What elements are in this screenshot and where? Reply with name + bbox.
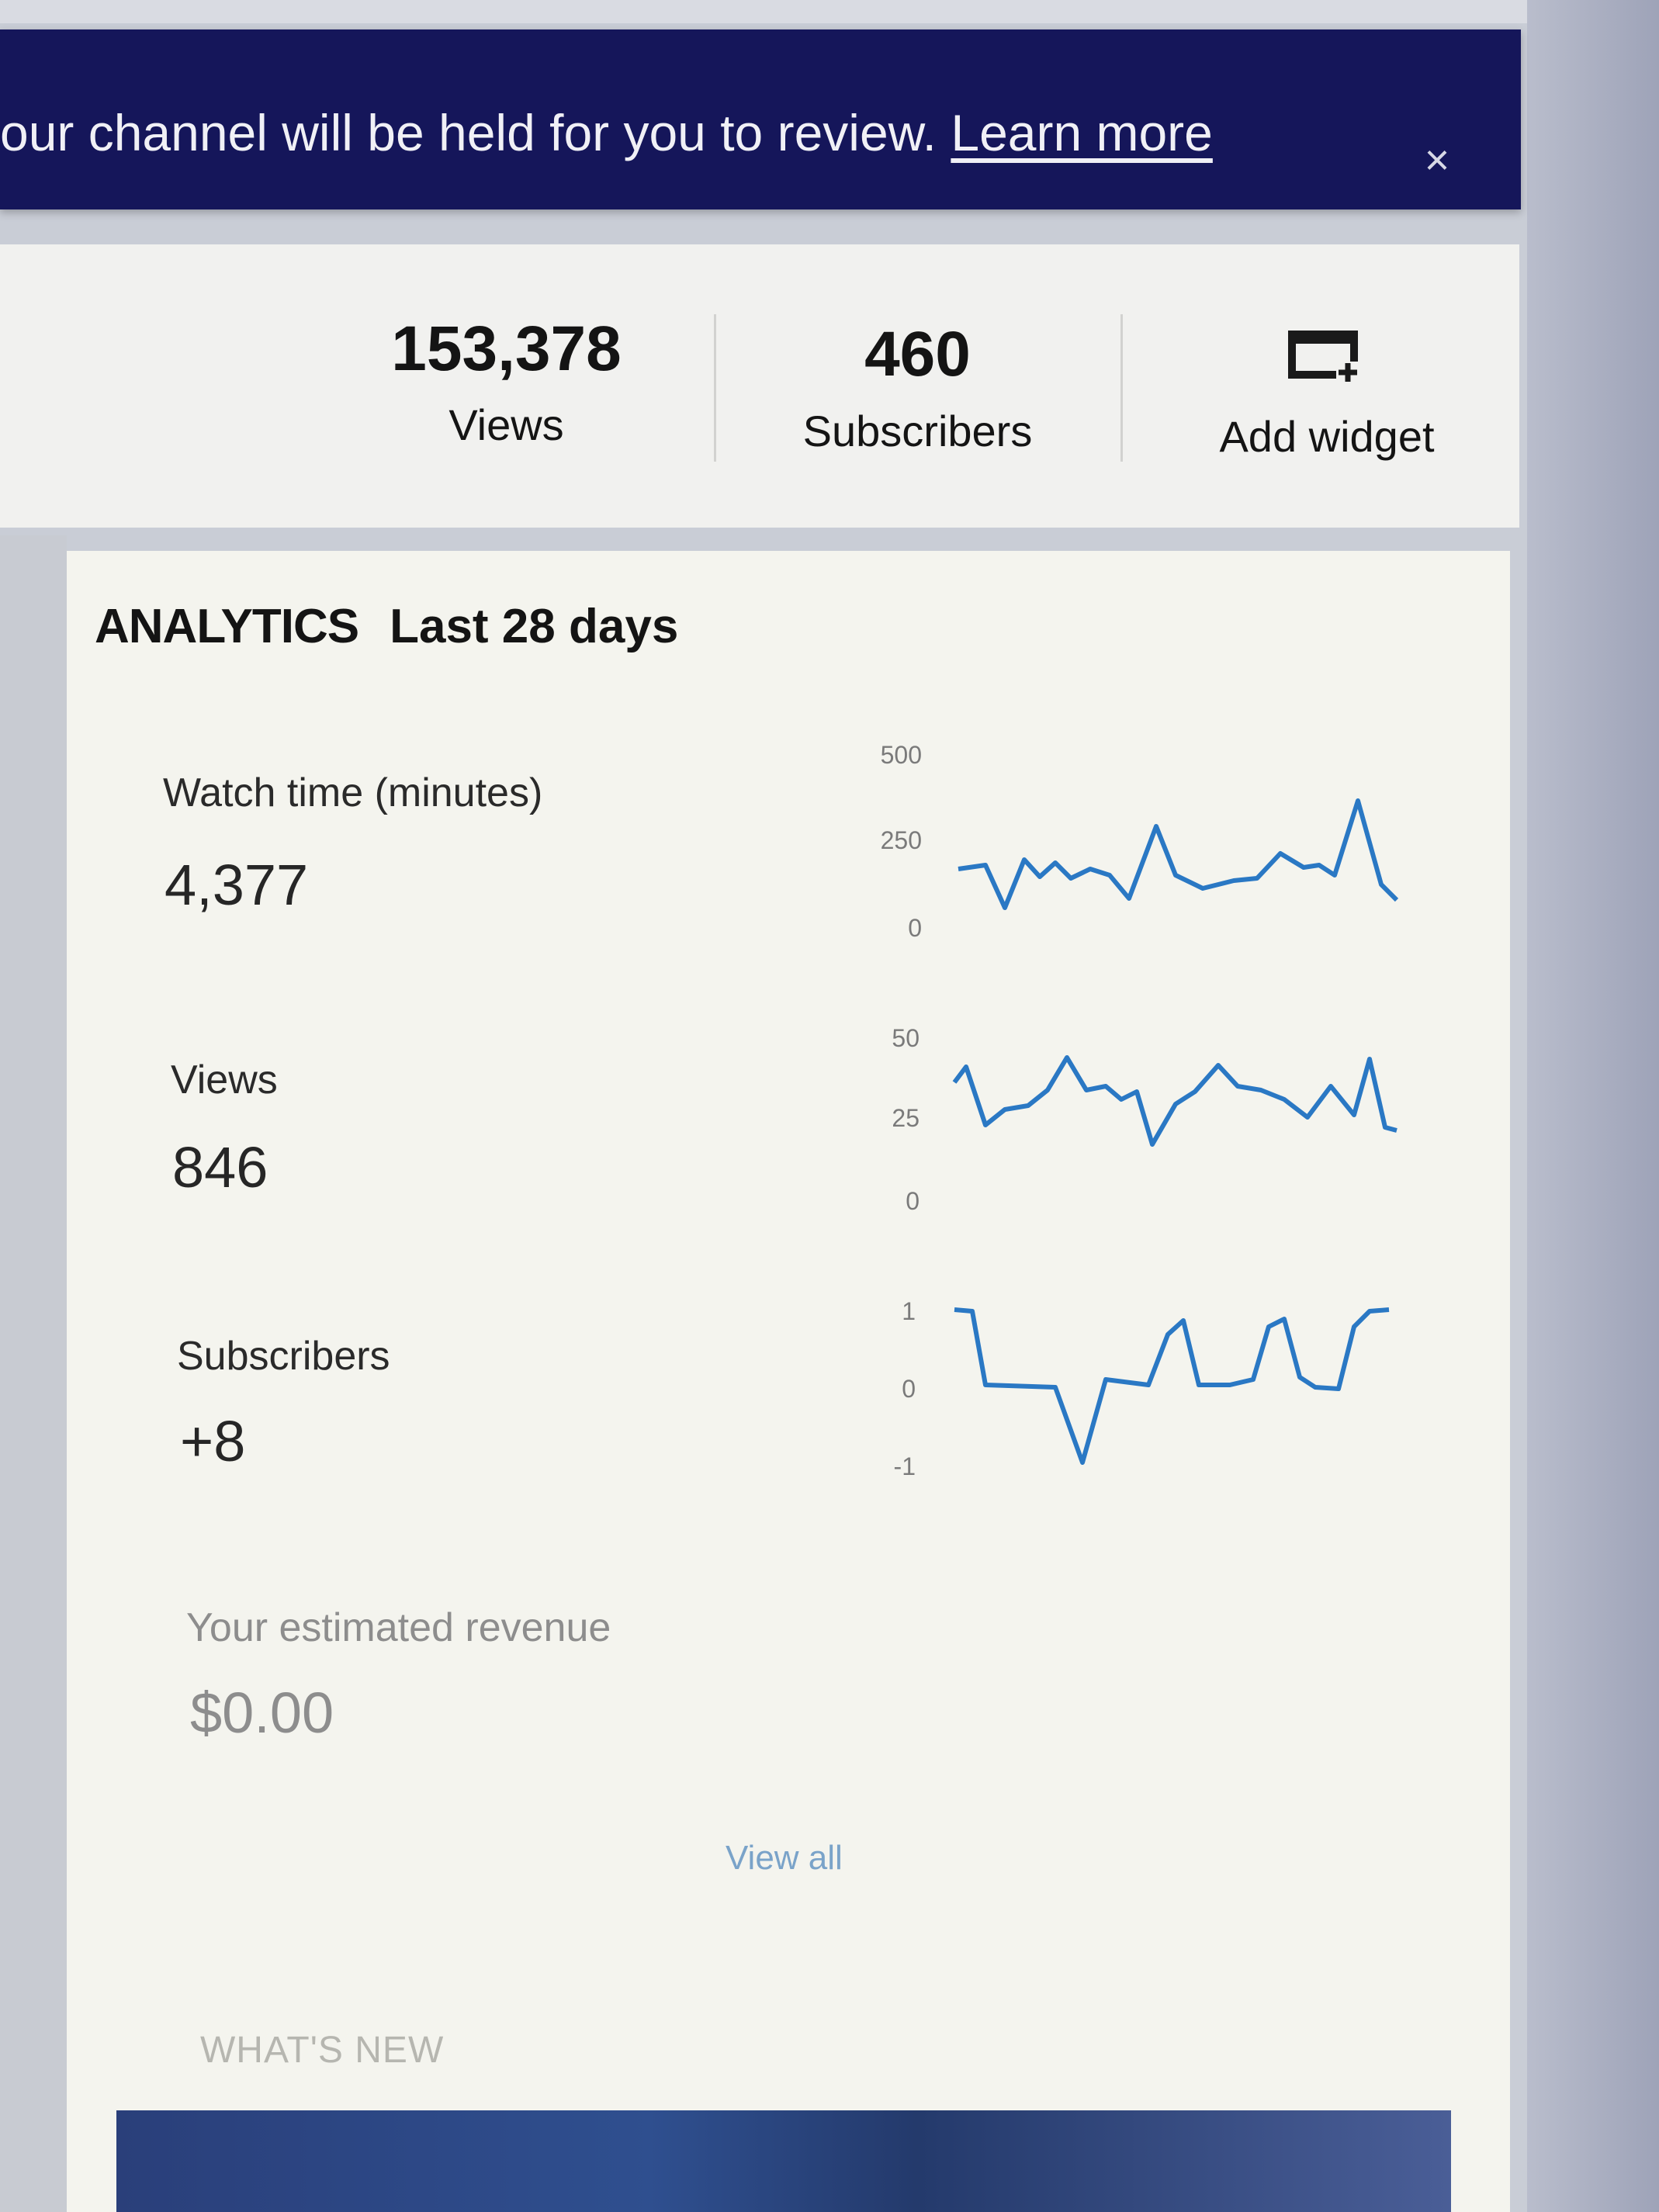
watch-time-label: Watch time (minutes) — [163, 770, 543, 815]
analytics-title: ANALYTICS — [95, 600, 359, 653]
views-tick: 0 — [906, 1187, 920, 1215]
views-value: 846 — [172, 1135, 268, 1199]
add-widget-icon[interactable] — [1288, 331, 1363, 383]
subscribers-tick: 1 — [902, 1297, 916, 1325]
add-widget-button[interactable]: Add widget — [1195, 244, 1459, 528]
add-widget-label: Add widget — [1219, 412, 1435, 461]
browser-top-strip — [0, 0, 1659, 23]
views-tick: 25 — [892, 1104, 920, 1132]
stat-divider — [1120, 314, 1123, 462]
revenue-value: $0.00 — [190, 1681, 334, 1745]
views-label: Views — [171, 1058, 278, 1103]
watch-time-tick: 500 — [880, 741, 922, 769]
whats-new-thumbnail-strip[interactable] — [116, 2110, 1451, 2212]
subscribers-stat[interactable]: 460 Subscribers — [784, 244, 1051, 528]
notification-banner: our channel will be held for you to revi… — [0, 29, 1521, 209]
analytics-header: ANALYTICS Last 28 days — [95, 599, 678, 654]
views-stat-value: 153,378 — [391, 313, 622, 384]
watch-time-value: 4,377 — [165, 853, 309, 917]
close-icon[interactable]: × — [1424, 135, 1450, 184]
subscribers-label: Subscribers — [177, 1334, 390, 1379]
views-sparkline[interactable] — [951, 1044, 1401, 1160]
analytics-range: Last 28 days — [390, 600, 679, 653]
stat-divider — [714, 314, 716, 462]
subscribers-tick: -1 — [893, 1452, 916, 1480]
views-stat-label: Views — [449, 400, 564, 449]
whats-new-heading: WHAT'S NEW — [200, 2030, 445, 2071]
view-all-link[interactable]: View all — [726, 1839, 843, 1877]
subscribers-value: +8 — [180, 1409, 246, 1473]
revenue-label: Your estimated revenue — [186, 1605, 611, 1650]
subscribers-stat-label: Subscribers — [802, 407, 1033, 455]
analytics-card — [67, 551, 1510, 2212]
subscribers-tick: 0 — [902, 1375, 916, 1403]
watch-time-tick: 250 — [880, 826, 922, 854]
views-tick: 50 — [892, 1024, 920, 1052]
watch-time-tick: 0 — [908, 914, 922, 942]
learn-more-link[interactable]: Learn more — [951, 104, 1213, 161]
banner-text: our channel will be held for you to revi… — [0, 103, 1213, 162]
channel-stats-card: 153,378 Views 460 Subscribers Add widget — [0, 244, 1519, 528]
banner-message: our channel will be held for you to revi… — [0, 104, 937, 161]
left-panel-edge — [0, 535, 67, 2212]
views-stat[interactable]: 153,378 Views — [372, 244, 640, 528]
monitor-frame-edge — [1527, 0, 1659, 2212]
watch-time-sparkline[interactable] — [954, 791, 1404, 916]
subscribers-sparkline[interactable] — [951, 1303, 1401, 1474]
subscribers-stat-value: 460 — [864, 319, 971, 389]
